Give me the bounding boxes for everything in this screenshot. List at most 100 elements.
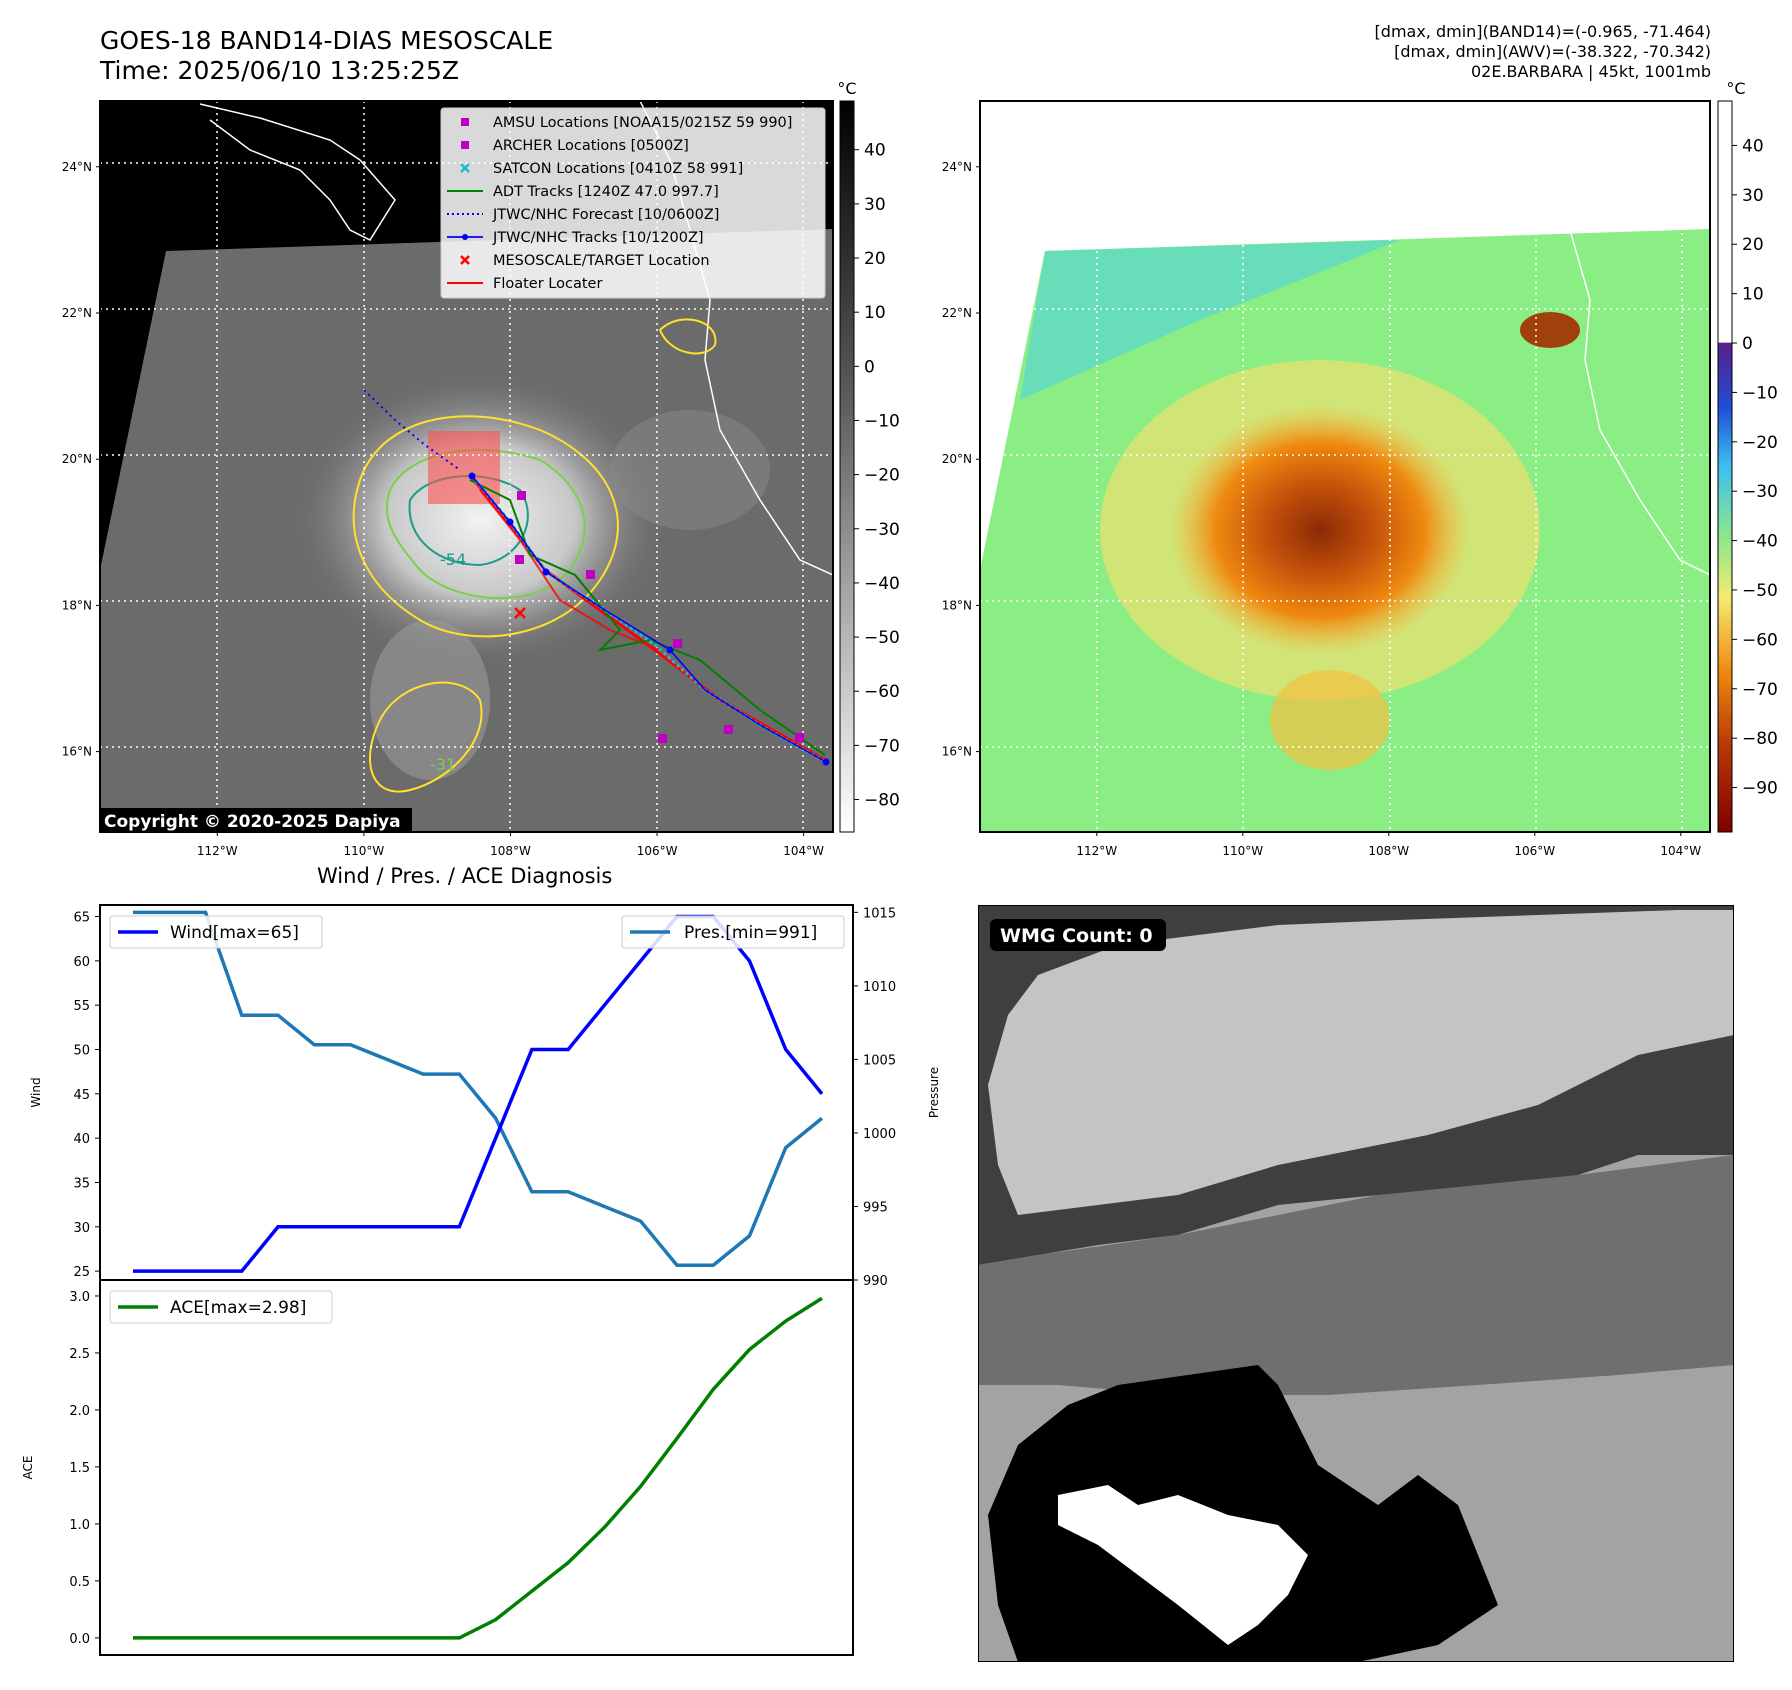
awv-axis-labels: 24°N 22°N 20°N 18°N 16°N 112°W 110°W 108°W 106°W… bbox=[942, 160, 1702, 858]
lon-label: 104°W bbox=[783, 844, 824, 858]
awv-colorbar bbox=[1717, 100, 1733, 833]
floater-box bbox=[428, 431, 500, 504]
pressure-line bbox=[133, 910, 824, 1268]
legend-label: Floater Locater bbox=[493, 276, 602, 292]
legend-label: SATCON Locations [0410Z 58 991] bbox=[493, 161, 743, 177]
lon-label: 112°W bbox=[1076, 844, 1117, 858]
colorbar-tick-label: −60 bbox=[864, 682, 900, 702]
wind-tick-label: 40 bbox=[73, 1132, 90, 1147]
lat-label: 22°N bbox=[942, 306, 972, 320]
lon-label: 106°W bbox=[1514, 844, 1555, 858]
figure-time: Time: 2025/06/10 13:25:25Z bbox=[100, 56, 459, 85]
awv-map-panel bbox=[980, 101, 1710, 832]
colorbar-tick-label: 10 bbox=[1742, 285, 1764, 305]
legend-entry: MESOSCALE/TARGET Location bbox=[460, 253, 710, 269]
legend-entry: Floater Locater bbox=[447, 276, 602, 292]
ir-colorbar bbox=[839, 100, 855, 833]
awv-land-feature bbox=[1520, 312, 1580, 348]
ir-colorbar-unit: °C bbox=[837, 79, 856, 98]
legend-entry: SATCON Locations [0410Z 58 991] bbox=[460, 161, 743, 177]
colorbar-tick-label: 20 bbox=[1742, 235, 1764, 255]
ace-tick-label: 2.5 bbox=[69, 1347, 90, 1362]
legend-entry: ADT Tracks [1240Z 47.0 997.7] bbox=[447, 184, 719, 200]
info-line-band14: [dmax, dmin](BAND14)=(-0.965, -71.464) bbox=[1374, 22, 1711, 41]
wind-tick-label: 35 bbox=[73, 1176, 90, 1191]
lat-label: 18°N bbox=[942, 598, 972, 612]
ace-legend: ACE[max=2.98] bbox=[109, 1290, 333, 1324]
jtwc-forecast-track bbox=[363, 389, 461, 471]
colorbar-tick-label: 40 bbox=[864, 141, 886, 161]
ace-tick-label: 2.0 bbox=[69, 1404, 90, 1419]
wmg-mid-band bbox=[978, 1155, 1734, 1395]
lon-label: 108°W bbox=[490, 844, 531, 858]
colorbar-tick-label: −30 bbox=[1742, 482, 1778, 502]
pressure-axis-label: Pressure bbox=[927, 1067, 941, 1118]
lat-label: 22°N bbox=[62, 306, 92, 320]
wind-tick-label: 55 bbox=[73, 999, 90, 1014]
figure-title: GOES-18 BAND14-DIAS MESOSCALE bbox=[100, 26, 554, 55]
lon-label: 112°W bbox=[197, 844, 238, 858]
awv-gridlines bbox=[980, 101, 1710, 832]
ace-tick-label: 0.5 bbox=[69, 1575, 90, 1590]
colorbar-tick-label: 0 bbox=[864, 357, 875, 377]
colorbar-tick-label: −20 bbox=[1742, 433, 1778, 453]
colorbar-tick-label: −80 bbox=[864, 791, 900, 811]
coastline-baja bbox=[199, 103, 396, 241]
colorbar-tick-label: −90 bbox=[1742, 779, 1778, 799]
lat-label: 24°N bbox=[62, 160, 92, 174]
legend-label: ARCHER Locations [0500Z] bbox=[493, 138, 689, 154]
ir-colorbar-ticks: 40 30 20 10 0 −10 −20 −30 −40 −50 −60 −70 −80 bbox=[854, 141, 900, 811]
legend-label: JTWC/NHC Forecast [10/0600Z] bbox=[492, 207, 719, 223]
wind-tick-label: 65 bbox=[73, 911, 90, 926]
ace-legend-label: ACE[max=2.98] bbox=[170, 1298, 306, 1318]
colorbar-tick-label: −10 bbox=[864, 411, 900, 431]
colorbar-tick-label: 20 bbox=[864, 249, 886, 269]
colorbar-tick-label: 30 bbox=[864, 195, 886, 215]
ace-tick-label: 3.0 bbox=[69, 1290, 90, 1305]
wind-tick-label: 50 bbox=[73, 1044, 90, 1059]
legend-label: AMSU Locations [NOAA15/0215Z 59 990] bbox=[493, 115, 792, 131]
wind-tick-label: 25 bbox=[73, 1265, 90, 1280]
mesoscale-target-marker bbox=[514, 607, 526, 619]
ace-line bbox=[133, 1296, 823, 1640]
wind-tick-label: 60 bbox=[73, 955, 90, 970]
ace-tick-label: 0.0 bbox=[69, 1632, 90, 1647]
contour-label-31: -31 bbox=[430, 755, 456, 774]
wind-legend: Wind[max=65] bbox=[109, 915, 323, 949]
colorbar-tick-label: −30 bbox=[864, 520, 900, 540]
ir-axis-labels: 24°N 22°N 20°N 18°N 16°N 112°W 110°W 108°W 106°W… bbox=[62, 160, 824, 858]
ace-axes bbox=[99, 1279, 854, 1656]
ir-legend: AMSU Locations [NOAA15/0215Z 59 990] ARCH… bbox=[440, 107, 826, 299]
lat-label: 18°N bbox=[62, 598, 92, 612]
pressure-tick-label: 995 bbox=[863, 1200, 888, 1215]
ace-tick-label: 1.0 bbox=[69, 1518, 90, 1533]
pressure-tick-label: 1015 bbox=[863, 906, 896, 921]
pressure-tick-label: 1010 bbox=[863, 980, 896, 995]
pressure-legend-label: Pres.[min=991] bbox=[684, 923, 817, 943]
figure-title-block: GOES-18 BAND14-DIAS MESOSCALE Time: 2025… bbox=[100, 26, 553, 86]
legend-label: JTWC/NHC Tracks [10/1200Z] bbox=[492, 230, 704, 246]
pressure-legend: Pres.[min=991] bbox=[621, 915, 845, 949]
lon-label: 108°W bbox=[1368, 844, 1409, 858]
legend-label: ADT Tracks [1240Z 47.0 997.7] bbox=[493, 184, 719, 200]
wmg-count-badge: WMG Count: 0 bbox=[1000, 925, 1153, 947]
ace-axis-label: ACE bbox=[21, 1456, 35, 1480]
info-line-awv: [dmax, dmin](AWV)=(-38.322, -70.342) bbox=[1394, 42, 1711, 61]
wmg-light-region bbox=[988, 910, 1734, 1215]
colorbar-tick-label: −40 bbox=[1742, 532, 1778, 552]
pressure-tick-label: 990 bbox=[863, 1274, 888, 1289]
lat-label: 24°N bbox=[942, 160, 972, 174]
legend-entry: AMSU Locations [NOAA15/0215Z 59 990] bbox=[461, 115, 792, 131]
adt-track bbox=[469, 479, 826, 756]
colorbar-tick-label: −50 bbox=[1742, 581, 1778, 601]
pressure-tick-label: 1005 bbox=[863, 1053, 896, 1068]
pressure-tick-label: 1000 bbox=[863, 1127, 896, 1142]
figure-info-block: [dmax, dmin](BAND14)=(-0.965, -71.464) [… bbox=[1375, 22, 1711, 82]
wind-tick-label: 45 bbox=[73, 1088, 90, 1103]
legend-marker-square bbox=[461, 141, 469, 149]
wmg-panel: WMG Count: 0 bbox=[978, 905, 1734, 1662]
floater-locater-track bbox=[468, 474, 826, 762]
wmg-count-badge-bg bbox=[990, 919, 1166, 951]
lon-label: 110°W bbox=[343, 844, 384, 858]
wmg-black-region bbox=[988, 1365, 1498, 1662]
